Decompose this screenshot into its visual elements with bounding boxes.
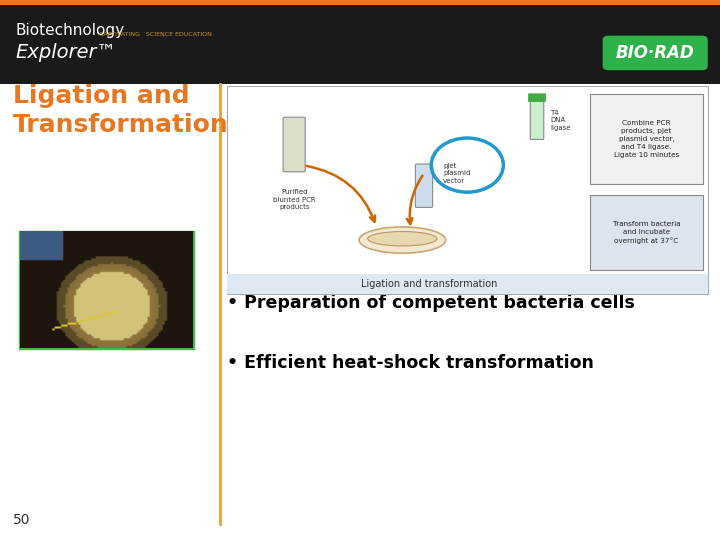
Text: 50: 50 — [13, 512, 30, 526]
FancyBboxPatch shape — [0, 0, 720, 84]
Text: • Efficient heat-shock transformation: • Efficient heat-shock transformation — [227, 354, 594, 372]
Text: CAPTIVATING   SCIENCE EDUCATION: CAPTIVATING SCIENCE EDUCATION — [99, 32, 212, 37]
Text: Purified
blunted PCR
products: Purified blunted PCR products — [273, 190, 315, 211]
FancyBboxPatch shape — [227, 274, 708, 294]
Text: Ligation and
Transformation: Ligation and Transformation — [13, 84, 229, 137]
FancyBboxPatch shape — [415, 164, 433, 207]
FancyBboxPatch shape — [283, 117, 305, 172]
Text: T4
DNA
ligase: T4 DNA ligase — [550, 110, 571, 131]
FancyBboxPatch shape — [20, 232, 193, 348]
Text: Combine PCR
products, pJet
plasmid vector,
and T4 ligase.
Ligate 10 minutes: Combine PCR products, pJet plasmid vecto… — [613, 120, 679, 158]
FancyBboxPatch shape — [603, 36, 708, 70]
FancyBboxPatch shape — [531, 101, 544, 139]
FancyBboxPatch shape — [0, 0, 720, 5]
Text: Ligation and transformation: Ligation and transformation — [361, 279, 497, 289]
Text: BIO·RAD: BIO·RAD — [616, 44, 695, 62]
FancyBboxPatch shape — [528, 93, 546, 102]
Ellipse shape — [359, 227, 446, 253]
Text: • Blunt-end PCR product & ligate to pJet
   vector: • Blunt-end PCR product & ligate to pJet… — [227, 230, 622, 269]
Text: pJet
plasmid
vector: pJet plasmid vector — [444, 163, 471, 184]
Ellipse shape — [368, 232, 437, 246]
FancyBboxPatch shape — [590, 195, 703, 270]
FancyBboxPatch shape — [590, 94, 703, 184]
Text: Transform bacteria
and incubate
overnight at 37°C: Transform bacteria and incubate overnigh… — [613, 221, 680, 244]
FancyBboxPatch shape — [227, 86, 708, 294]
Text: • Preparation of competent bacteria cells: • Preparation of competent bacteria cell… — [227, 294, 634, 312]
Text: Explorer™: Explorer™ — [16, 43, 117, 62]
Text: Biotechnology: Biotechnology — [16, 23, 125, 38]
